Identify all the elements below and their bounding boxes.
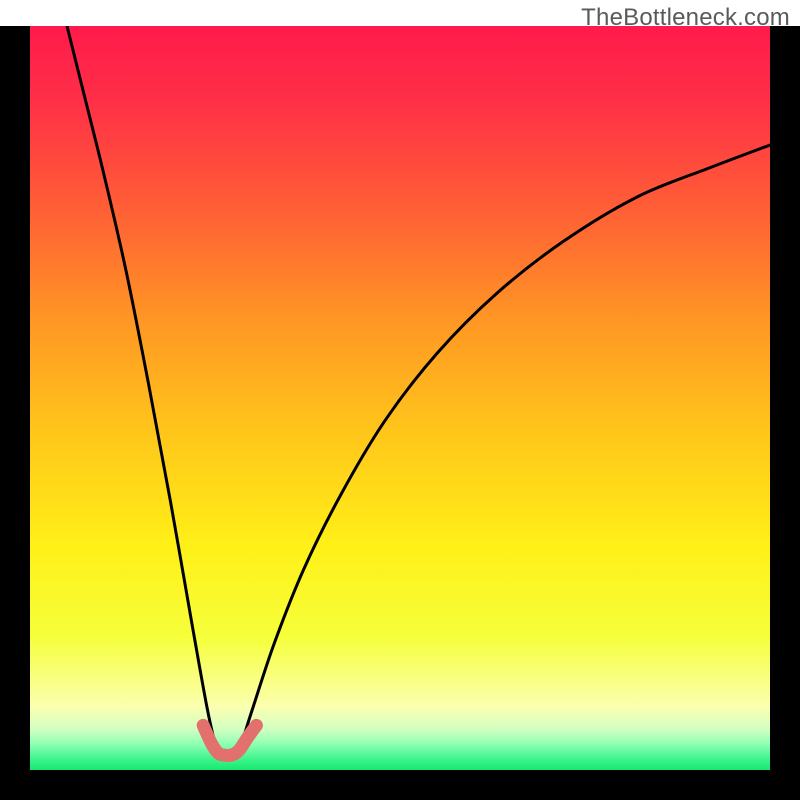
frame-border-right [770, 26, 800, 800]
bottleneck-chart [0, 0, 800, 800]
frame-border-left [0, 26, 30, 800]
plot-area [30, 26, 770, 770]
frame-border-bottom [0, 770, 800, 800]
chart-frame: TheBottleneck.com [0, 0, 800, 800]
watermark-strip [0, 0, 800, 26]
